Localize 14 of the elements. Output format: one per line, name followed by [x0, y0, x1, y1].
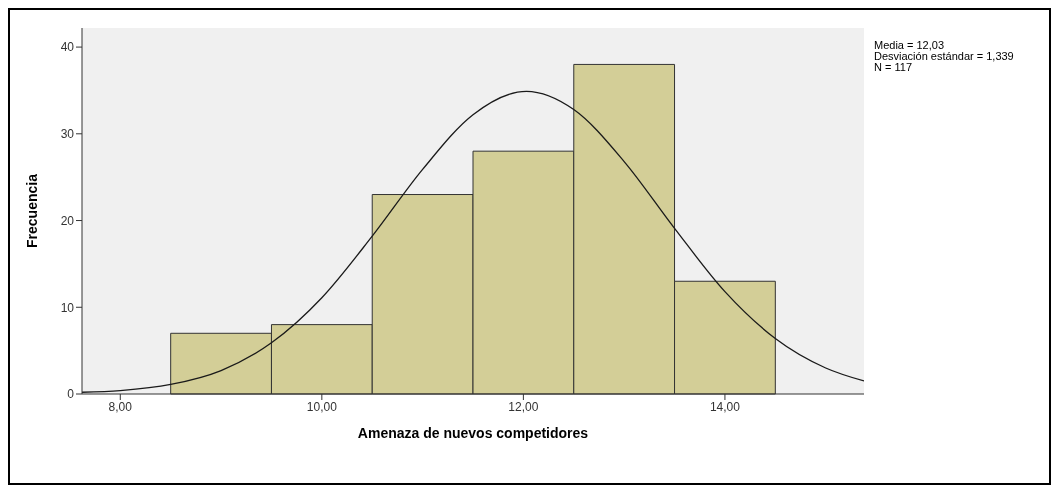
- x-tick-label: 10,00: [306, 399, 338, 414]
- text: Media = 12,03: [874, 39, 946, 51]
- y-axis-title: Frecuencia: [23, 173, 40, 248]
- y-tick-label: 30: [60, 127, 75, 142]
- y-tick-label: 0: [67, 387, 75, 402]
- x-tick-label: 8,00: [108, 399, 133, 414]
- x-axis-title: Amenaza de nuevos competidores: [357, 425, 589, 441]
- text: Desviación estándar = 1,339: [874, 50, 1014, 62]
- y-tick-label: 20: [60, 213, 75, 228]
- y-tick-label: 40: [60, 40, 75, 55]
- y-tick-label: 10: [60, 300, 75, 315]
- text: N = 117: [874, 61, 914, 73]
- x-tick-label: 14,00: [709, 399, 741, 414]
- x-tick-label: 12,00: [508, 399, 539, 414]
